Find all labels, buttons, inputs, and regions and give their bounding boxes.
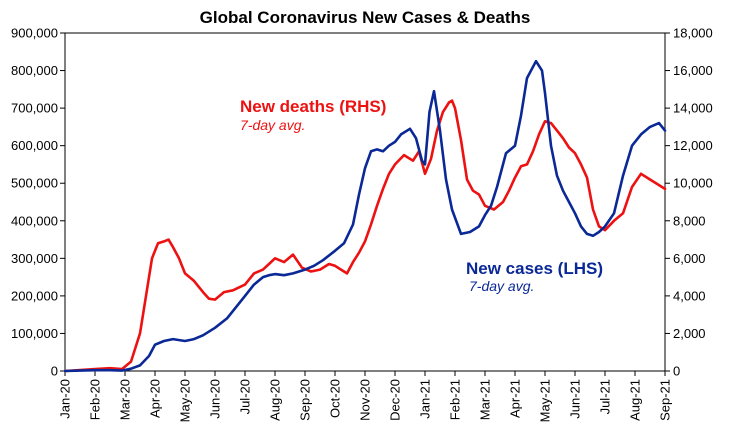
right-tick-label: 16,000 [673, 63, 713, 78]
x-tick-label: Jul-20 [238, 379, 253, 414]
x-tick-label: Sep-20 [298, 379, 313, 421]
left-tick-label: 400,000 [11, 213, 58, 228]
x-tick-label: Mar-20 [118, 379, 133, 420]
right-tick-label: 8,000 [673, 213, 706, 228]
cases-series-label: New cases (LHS) [466, 259, 603, 278]
left-tick-label: 900,000 [11, 26, 58, 41]
x-tick-label: May-20 [178, 379, 193, 422]
plot-area [64, 32, 666, 372]
left-y-axis: 0 100,000 200,000 300,000 400,000 500,000 600,… [11, 26, 65, 379]
x-axis: Jan-20 Feb-20 Mar-20 Apr-20 May-20 Jun-20 Jul-… [58, 371, 673, 422]
x-tick-label: Jun-21 [568, 379, 583, 419]
x-tick-label: Apr-21 [508, 379, 523, 418]
deaths-series-sublabel: 7-day avg. [240, 117, 305, 133]
right-tick-label: 6,000 [673, 251, 706, 266]
cases-series-sublabel: 7-day avg. [469, 278, 534, 294]
right-tick-label: 0 [673, 364, 680, 379]
right-tick-label: 12,000 [673, 138, 713, 153]
x-tick-label: Dec-20 [388, 379, 403, 421]
left-tick-label: 0 [51, 364, 58, 379]
chart-title: Global Coronavirus New Cases & Deaths [200, 8, 531, 27]
x-tick-label: Aug-20 [268, 379, 283, 421]
deaths-series-label: New deaths (RHS) [240, 97, 386, 116]
x-tick-label: Jan-20 [58, 379, 73, 419]
x-tick-label: Nov-20 [358, 379, 373, 421]
left-tick-label: 100,000 [11, 326, 58, 341]
left-tick-label: 300,000 [11, 251, 58, 266]
x-tick-label: Sep-21 [658, 379, 673, 421]
x-tick-label: Apr-20 [148, 379, 163, 418]
plot-border [64, 32, 666, 372]
x-tick-label: Mar-21 [478, 379, 493, 420]
series-group [63, 59, 667, 373]
x-tick-label: Jul-21 [598, 379, 613, 414]
x-tick-label: Aug-21 [628, 379, 643, 421]
left-tick-label: 600,000 [11, 138, 58, 153]
x-tick-label: Jan-21 [418, 379, 433, 419]
right-tick-label: 4,000 [673, 288, 706, 303]
deaths-series-line [63, 99, 667, 373]
left-tick-label: 500,000 [11, 176, 58, 191]
right-tick-label: 18,000 [673, 26, 713, 41]
x-tick-label: Jun-20 [208, 379, 223, 419]
x-tick-label: Feb-21 [448, 379, 463, 420]
right-tick-label: 14,000 [673, 101, 713, 116]
cases-series-line [63, 59, 667, 373]
left-tick-label: 700,000 [11, 101, 58, 116]
x-tick-label: Feb-20 [88, 379, 103, 420]
right-tick-label: 10,000 [673, 176, 713, 191]
right-y-axis: 0 2,000 4,000 6,000 8,000 10,000 12,000 14,000 1… [665, 26, 713, 379]
left-tick-label: 800,000 [11, 63, 58, 78]
x-tick-label: Oct-20 [328, 379, 343, 418]
right-tick-label: 2,000 [673, 326, 706, 341]
x-tick-label: May-21 [538, 379, 553, 422]
left-tick-label: 200,000 [11, 288, 58, 303]
